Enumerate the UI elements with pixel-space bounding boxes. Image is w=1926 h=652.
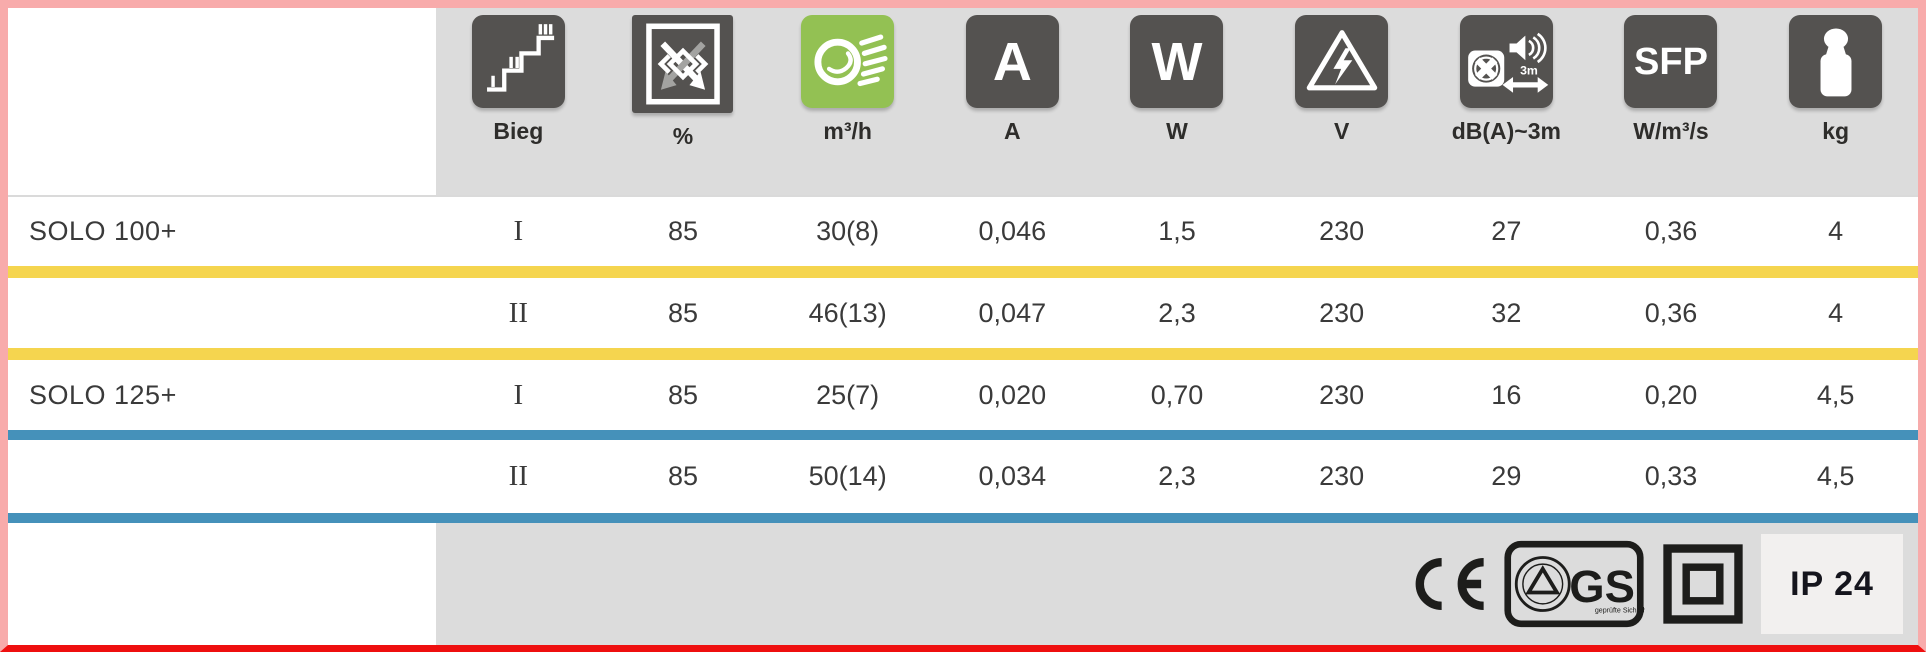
column-header-voltage: V [1259,8,1424,195]
cell-efficiency: 85 [667,461,699,491]
cell-voltage: 230 [1319,216,1365,246]
cell-sfp: 0,36 [1644,297,1698,328]
unit-label: W [1166,118,1188,144]
cell-voltage: 230 [1319,379,1365,410]
model-name: SOLO 100+ [29,216,177,246]
column-header-weight: kg [1753,8,1918,195]
cell-speed: I [513,215,524,247]
cell-airflow: 30(8) [816,216,880,246]
double-insulation-icon [1663,544,1743,624]
gs-subtext: geprüfte Sicherheit [1595,606,1645,614]
cell-speed: I [513,378,524,411]
sfp-letter: SFP [1634,40,1708,83]
table-header: Bieg % [8,8,1918,197]
noise-level-icon: 3m [1459,15,1553,108]
voltage-warning-icon [1295,15,1389,108]
divider-yellow [8,348,1918,360]
divider-blue [8,513,1918,523]
ce-mark-icon [1415,557,1484,611]
unit-label: V [1333,118,1350,144]
column-header-power: W W [1094,8,1260,195]
unit-label: % [672,123,694,149]
column-header-noise: 3m dB(A)~3m [1424,8,1589,195]
cell-power: 1,5 [1158,216,1196,246]
unit-label: Bieg [493,118,544,144]
cell-power: 0,70 [1150,379,1204,410]
cell-voltage: 230 [1319,297,1365,328]
cell-airflow: 25(7) [816,379,880,410]
cell-current: 0,020 [978,379,1047,410]
cell-noise: 32 [1491,297,1522,328]
table-row: SOLO 100+ I 85 30(8) 0,046 1,5 230 27 0,… [8,197,1918,266]
cell-airflow: 50(14) [808,461,887,491]
unit-label: kg [1822,118,1850,144]
column-header-current: A A [930,8,1095,195]
cell-efficiency: 85 [667,297,699,328]
airflow-fan-icon [801,15,895,108]
watts-icon: W [1130,15,1224,108]
cell-current: 0,047 [978,297,1047,328]
cell-weight: 4,5 [1816,461,1855,491]
unit-label: m³/h [823,118,872,144]
ip-rating-text: IP 24 [1790,564,1874,603]
weight-icon [1789,15,1883,108]
table-footer: GS geprüfte Sicherheit IP 24 [8,523,1918,645]
unit-label: dB(A)~3m [1451,118,1561,144]
cell-noise: 27 [1491,216,1522,246]
cell-sfp: 0,36 [1644,216,1698,246]
cell-voltage: 230 [1319,461,1365,491]
cell-speed: II [508,296,528,329]
sfp-icon: SFP [1624,15,1718,108]
watts-letter: W [1151,31,1203,92]
amperes-icon: A [965,15,1059,108]
column-header-speed: Bieg [436,8,601,195]
cell-sfp: 0,20 [1644,379,1698,410]
gs-text: GS [1569,561,1635,612]
cell-airflow: 46(13) [808,297,887,328]
table-row: II 85 50(14) 0,034 2,3 230 29 0,33 4,5 [8,440,1918,513]
divider-blue [8,430,1918,440]
cell-noise: 16 [1491,379,1522,410]
column-header-efficiency: % [600,8,766,195]
cell-sfp: 0,33 [1644,461,1698,491]
cell-current: 0,034 [978,461,1047,491]
table-row: SOLO 125+ I 85 25(7) 0,020 0,70 230 16 0… [8,360,1918,430]
unit-label: W/m³/s [1633,118,1709,144]
cell-speed: II [508,460,528,492]
cell-current: 0,046 [978,216,1047,246]
heat-recovery-icon [632,15,734,113]
column-header-sfp: SFP W/m³/s [1588,8,1754,195]
model-name: SOLO 125+ [29,379,177,410]
cell-efficiency: 85 [667,216,699,246]
tuv-gs-badge-icon: GS geprüfte Sicherheit [1504,540,1645,628]
speed-steps-icon [471,15,565,108]
noise-distance-text: 3m [1520,63,1538,77]
column-header-airflow: m³/h [765,8,930,195]
cell-power: 2,3 [1158,461,1196,491]
footer-blank [8,523,436,645]
certification-area: GS geprüfte Sicherheit IP 24 [436,523,1918,645]
amperes-letter: A [992,31,1032,92]
cell-weight: 4 [1828,216,1844,246]
table-row: II 85 46(13) 0,047 2,3 230 32 0,36 4 [8,278,1918,348]
cell-weight: 4 [1828,297,1844,328]
cell-power: 2,3 [1158,297,1196,328]
cell-efficiency: 85 [667,379,699,410]
cell-noise: 29 [1491,461,1522,491]
unit-label: A [1004,118,1021,144]
ip-rating-badge: IP 24 [1761,534,1903,634]
header-corner-blank [8,8,436,195]
divider-yellow [8,266,1918,278]
cell-weight: 4,5 [1816,379,1855,410]
